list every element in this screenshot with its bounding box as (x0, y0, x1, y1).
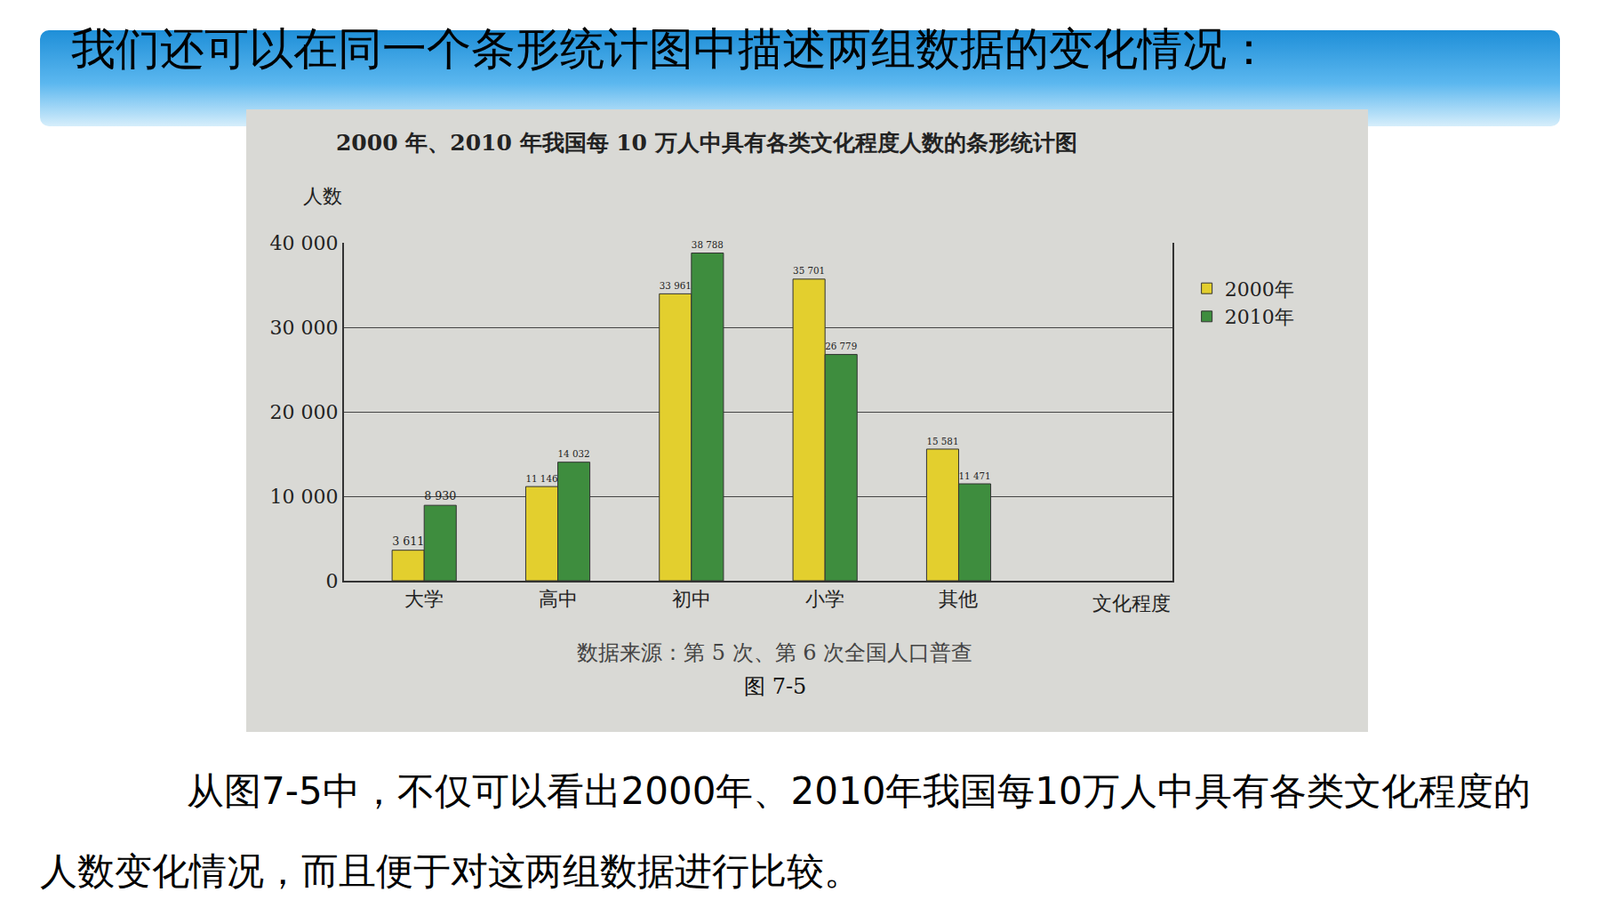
svg-text:图 7-5: 图 7-5 (744, 673, 807, 699)
svg-text:33 961: 33 961 (659, 280, 692, 291)
svg-text:20 000: 20 000 (270, 400, 339, 424)
svg-text:0: 0 (326, 569, 339, 592)
svg-text:2000 年、2010 年我国每 10 万人中具有各类文化程: 2000 年、2010 年我国每 10 万人中具有各类文化程度人数的条形统计图 (336, 129, 1078, 156)
svg-text:文化程度: 文化程度 (1092, 592, 1171, 615)
svg-text:38 788: 38 788 (691, 239, 724, 250)
svg-text:8 930: 8 930 (424, 488, 456, 503)
svg-text:小学: 小学 (805, 587, 845, 610)
svg-text:大学: 大学 (404, 587, 444, 610)
svg-text:其他: 其他 (938, 587, 978, 610)
svg-text:11 146: 11 146 (525, 472, 558, 484)
html-text:从图7-5中，不仅可以看出2000年、2010年我国每10万: 从图7-5中，不仅可以看出2000年、2010年我国每10万人中具有各类文化程度… (40, 768, 1531, 893)
svg-text:10 000: 10 000 (270, 485, 339, 508)
svg-text:30 000: 30 000 (270, 316, 339, 339)
svg-text:26 779: 26 779 (824, 340, 857, 352)
svg-text:2000年: 2000年 (1224, 278, 1295, 301)
html-text:我们还可以在同一个条形统计图中描述两组数据的变化情况：: 我们还可以在同一个条形统计图中描述两组数据的变化情况： (71, 23, 1272, 75)
svg-text:数据来源：第 5 次、第 6 次全国人口普查: 数据来源：第 5 次、第 6 次全国人口普查 (576, 640, 973, 665)
svg-text:14 032: 14 032 (558, 448, 591, 459)
svg-text:2010年: 2010年 (1224, 305, 1295, 328)
svg-text:35 701: 35 701 (792, 264, 825, 276)
svg-text:高中: 高中 (538, 587, 578, 610)
svg-text:初中: 初中 (672, 587, 712, 610)
svg-text:11 471: 11 471 (959, 470, 992, 481)
svg-text:人数: 人数 (303, 184, 343, 208)
svg-text:3 611: 3 611 (392, 534, 424, 548)
svg-text:15 581: 15 581 (926, 435, 959, 447)
svg-text:40 000: 40 000 (270, 232, 339, 255)
